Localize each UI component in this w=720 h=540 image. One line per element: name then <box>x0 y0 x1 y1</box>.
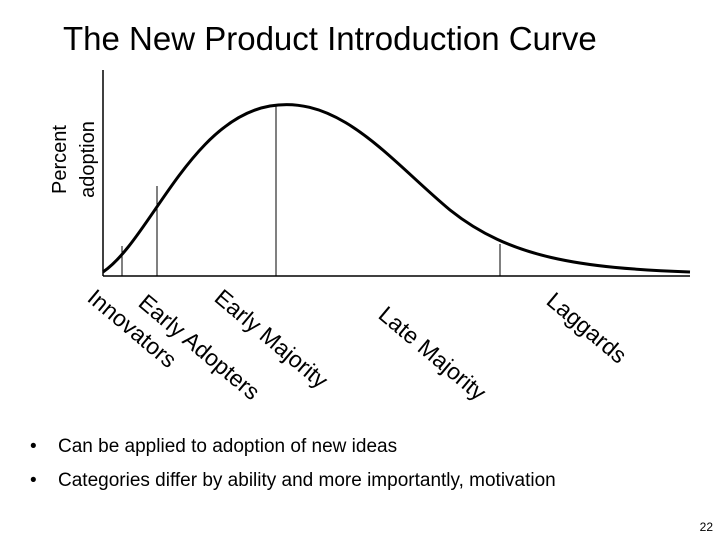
bullet-text: Categories differ by ability and more im… <box>58 470 556 491</box>
bullet-item: • Can be applied to adoption of new idea… <box>30 430 556 464</box>
page-number: 22 <box>699 520 713 534</box>
bullet-item: • Categories differ by ability and more … <box>30 464 556 498</box>
category-label-late-majority: Late Majority <box>374 301 492 406</box>
adoption-curve-diagram: Innovators Early Adopters Early Majority… <box>83 70 691 406</box>
adoption-curve <box>102 103 691 274</box>
category-label-laggards: Laggards <box>542 287 632 369</box>
bullet-text: Can be applied to adoption of new ideas <box>58 436 398 457</box>
bullet-marker: • <box>30 470 37 491</box>
slide-title: The New Product Introduction Curve <box>63 20 597 57</box>
bullet-marker: • <box>30 436 37 457</box>
bullet-list: • Can be applied to adoption of new idea… <box>30 430 556 498</box>
